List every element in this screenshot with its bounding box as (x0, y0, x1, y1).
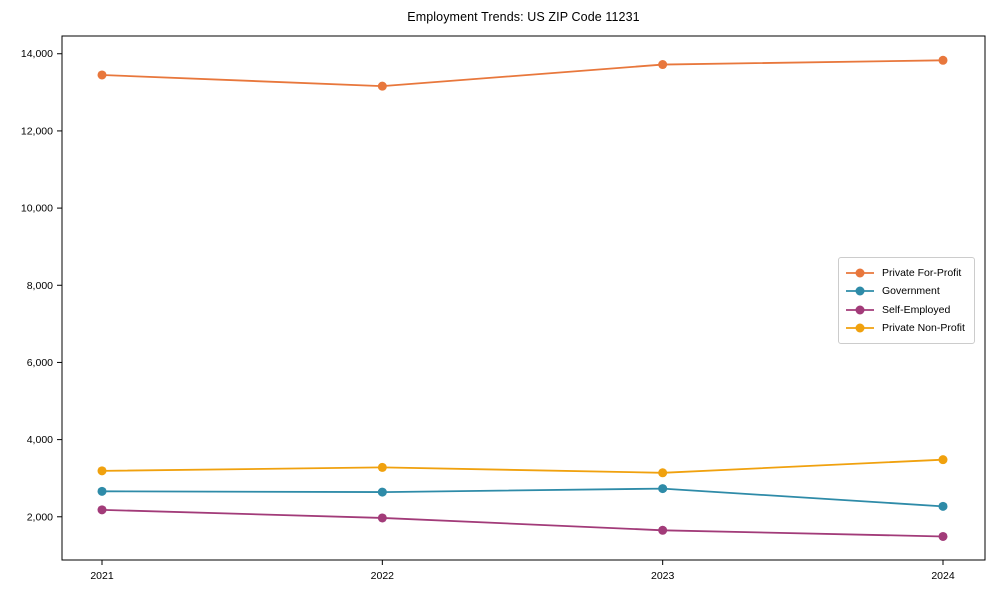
chart-title: Employment Trends: US ZIP Code 11231 (407, 10, 640, 24)
legend-item-private-for-profit: Private For-Profit (845, 267, 968, 279)
data-point-private-for-profit (938, 55, 948, 65)
legend-marker-icon (846, 305, 874, 315)
legend-label: Government (882, 285, 940, 298)
data-point-private-for-profit (658, 60, 668, 70)
series-line-self-employed (101, 508, 944, 538)
y-tick-label: 2,000 (27, 511, 53, 523)
data-point-government (97, 486, 107, 496)
legend-label: Self-Employed (882, 303, 951, 316)
x-tick-label: 2023 (651, 570, 675, 582)
legend-marker-icon (846, 268, 874, 278)
data-point-private-non-profit (658, 468, 668, 478)
legend: Private For-Profit Government Self-Employe… (838, 257, 975, 344)
y-tick-label: 4,000 (27, 434, 53, 446)
plot-frame (61, 35, 986, 561)
legend-dot (855, 323, 865, 333)
data-point-private-non-profit (938, 455, 948, 465)
legend-marker-icon (846, 286, 874, 296)
legend-item-government: Government (845, 285, 968, 297)
legend-label: Private Non-Profit (882, 321, 965, 334)
y-tick-label: 14,000 (21, 48, 53, 60)
x-tick-label: 2024 (931, 570, 955, 582)
data-point-government (658, 484, 668, 494)
legend-dot (855, 305, 865, 315)
series-line-private-non-profit (101, 458, 944, 474)
data-point-self-employed (938, 531, 948, 541)
legend-item-self-employed: Self-Employed (845, 304, 968, 316)
data-point-private-for-profit (97, 70, 107, 80)
data-point-self-employed (97, 505, 107, 515)
legend-marker-icon (846, 323, 874, 333)
y-tick-label: 8,000 (27, 280, 53, 292)
data-point-private-non-profit (97, 466, 107, 476)
y-tick-label: 10,000 (21, 203, 53, 215)
legend-label: Private For-Profit (882, 267, 962, 280)
y-tick-label: 12,000 (21, 125, 53, 137)
y-tick-label: 6,000 (27, 357, 53, 369)
data-point-government (377, 487, 387, 497)
legend-item-private-non-profit: Private Non-Profit (845, 322, 968, 334)
x-tick-label: 2022 (371, 570, 395, 582)
series-line-private-for-profit (101, 59, 944, 88)
x-tick-label: 2021 (90, 570, 114, 582)
legend-dot (855, 268, 865, 278)
series-line-government (101, 487, 944, 508)
data-point-self-employed (658, 525, 668, 535)
data-point-private-non-profit (377, 462, 387, 472)
data-point-self-employed (377, 513, 387, 523)
data-point-private-for-profit (377, 81, 387, 91)
legend-dot (855, 286, 865, 296)
data-point-government (938, 501, 948, 511)
